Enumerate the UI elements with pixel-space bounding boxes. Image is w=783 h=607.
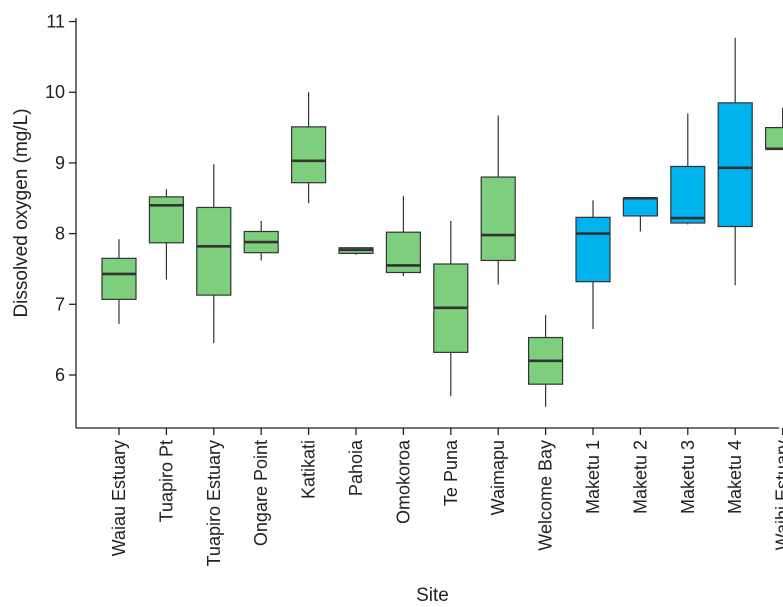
x-tick-label: Ongare Point	[251, 440, 271, 546]
x-axis-ticks: Waiau Estuary Tuapiro Pt Tuapiro Estuary On…	[109, 428, 783, 566]
box-waimapu	[480, 115, 516, 285]
x-tick-label: Waimapu	[488, 440, 508, 515]
box-maketu-4	[717, 37, 753, 286]
box-tuapiro-pt	[148, 189, 184, 280]
box-iqr	[717, 102, 753, 228]
box-omokoroa	[385, 196, 421, 277]
y-axis-title: Dissolved oxygen (mg/L)	[11, 108, 32, 317]
y-tick-label: 6	[55, 365, 65, 385]
box-iqr	[291, 126, 327, 184]
box-iqr	[575, 216, 611, 283]
box-maketu-1	[575, 200, 611, 330]
box-waihi-estuary	[764, 107, 783, 151]
box-ongare-point	[243, 220, 279, 261]
box-pahoia	[338, 247, 374, 255]
y-tick-label: 10	[45, 82, 65, 102]
box-iqr	[101, 257, 137, 300]
box-iqr	[148, 196, 184, 244]
y-tick-label: 11	[46, 12, 65, 32]
x-tick-label: Tuapiro Estuary	[204, 440, 224, 566]
x-tick-label: Katikati	[299, 440, 319, 499]
box-welcome-bay	[527, 314, 564, 407]
box-iqr	[622, 197, 659, 217]
x-tick-label: Te Puna	[441, 439, 461, 506]
x-tick-label: Welcome Bay	[536, 440, 556, 551]
x-tick-label: Waiau Estuary	[109, 440, 129, 556]
x-tick-label: Maketu 2	[630, 440, 650, 514]
x-tick-label: Maketu 4	[725, 440, 745, 514]
y-axis-ticks: 6 7 8 9 10 11	[45, 12, 76, 385]
x-axis-title: Site	[416, 585, 449, 606]
x-tick-label: Maketu 3	[678, 440, 698, 514]
x-tick-label: Waihi Estuary	[773, 440, 783, 550]
box-te-puna	[433, 220, 469, 397]
x-tick-label: Tuapiro Pt	[156, 440, 176, 522]
x-tick-label: Omokoroa	[393, 439, 413, 524]
y-tick-label: 8	[55, 224, 65, 244]
box-iqr	[764, 126, 783, 150]
x-tick-label: Pahoia	[346, 439, 366, 496]
box-katikati	[291, 92, 327, 204]
box-maketu-3	[670, 113, 706, 225]
box-iqr	[480, 176, 516, 262]
box-waiau-estuary	[101, 239, 137, 325]
y-tick-label: 7	[55, 294, 65, 314]
box-iqr	[196, 206, 232, 296]
box-iqr	[670, 165, 706, 224]
box-maketu-2	[622, 196, 659, 232]
plot-area	[101, 37, 783, 407]
y-tick-label: 9	[55, 153, 65, 173]
x-tick-label: Maketu 1	[583, 440, 603, 514]
box-tuapiro-estuary	[196, 164, 232, 344]
